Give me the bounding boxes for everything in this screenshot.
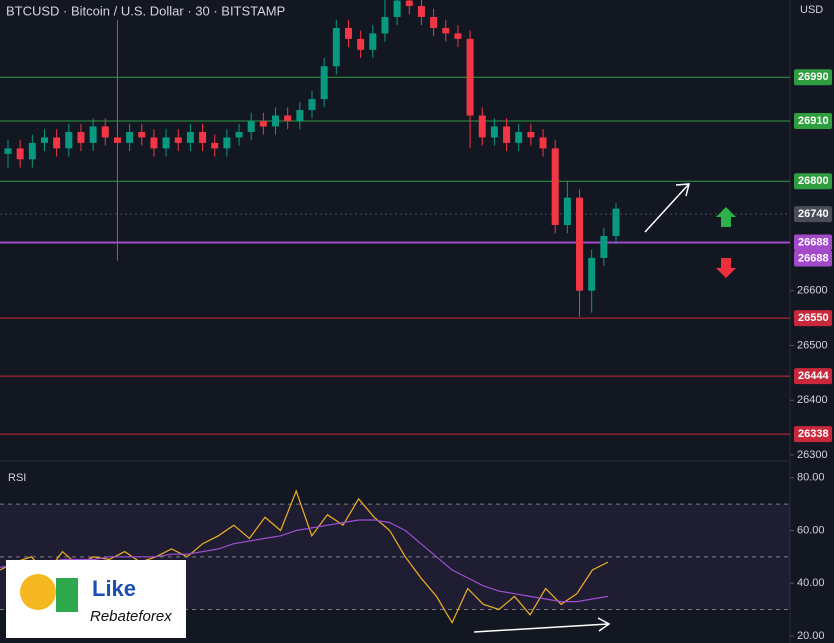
candle-body (344, 27, 352, 39)
rsi-tick-label: 60.00 (797, 524, 825, 536)
candle-body (211, 142, 219, 149)
candle-body (490, 126, 498, 138)
candle-body (600, 235, 608, 258)
price-label-box (794, 250, 832, 267)
y-tick-label: 26500 (797, 339, 828, 351)
divergence-arrow-head (597, 617, 611, 632)
price-label-box (794, 310, 832, 327)
price-label-box (794, 206, 832, 223)
price-label-box (794, 173, 832, 190)
price-label: 26688 (798, 252, 829, 264)
candle-body (65, 131, 73, 149)
candle-body (478, 115, 486, 138)
candle-body (53, 137, 61, 149)
candle-body (442, 27, 450, 34)
candle-body (612, 208, 620, 236)
candle-body (430, 16, 438, 28)
price-label: 26990 (798, 71, 829, 83)
candle-body (138, 131, 146, 138)
candle-body (393, 0, 401, 17)
candle-body (235, 131, 243, 138)
candle-body (381, 16, 389, 34)
y-tick-label: 26400 (797, 394, 828, 406)
candle-body (247, 120, 255, 132)
arrow (644, 184, 689, 233)
candle-body (186, 131, 194, 143)
candle-body (77, 131, 85, 143)
candle-body (89, 126, 97, 143)
candle-body (503, 126, 511, 143)
candle-body (40, 137, 48, 143)
candle-body (272, 115, 280, 127)
price-label-box (794, 234, 832, 251)
candle-body (320, 66, 328, 100)
candle-body (199, 131, 207, 143)
candle-body (563, 197, 571, 226)
candle-body (259, 120, 267, 127)
price-label: 26910 (798, 115, 829, 127)
price-label: 26550 (798, 312, 829, 324)
up-arrow (716, 207, 736, 227)
candle-body (332, 27, 340, 67)
candle-body (405, 0, 413, 7)
candle-body (101, 126, 109, 138)
y-tick-label: 26300 (797, 449, 828, 461)
candle-body (369, 33, 377, 50)
candle-body (223, 137, 231, 149)
candle-body (357, 38, 365, 50)
candle-body (113, 137, 121, 143)
candle-body (174, 137, 182, 143)
candle-body (588, 257, 596, 291)
price-label: 26800 (798, 175, 829, 187)
currency[interactable]: USD (800, 4, 823, 16)
candle-body (150, 137, 158, 149)
price-label: 26444 (798, 370, 829, 382)
y-tick-label: 26600 (797, 285, 828, 297)
rsi-title: RSI (8, 472, 26, 484)
candle-body (466, 38, 474, 116)
divergence-arrow (473, 623, 609, 633)
price-label: 26740 (798, 208, 829, 220)
rsi-tick-label: 80.00 (797, 472, 825, 484)
candle-body (576, 197, 584, 291)
price-label-box (794, 426, 832, 443)
chart-title: BTCUSD · Bitcoin / U.S. Dollar · 30 · BI… (6, 3, 285, 18)
candle-body (527, 131, 535, 138)
price-label: 26688 (798, 236, 829, 248)
candle-body (515, 131, 523, 143)
candle-body (16, 148, 24, 160)
candle-body (296, 110, 304, 121)
logo: Like Rebateforex (6, 560, 186, 638)
logo-text: Like (92, 576, 136, 601)
candle-body (539, 137, 547, 149)
rsi-line (0, 519, 609, 603)
candle-body (308, 99, 316, 111)
rsi-tick-label: 40.00 (797, 577, 825, 589)
price-label: 26338 (798, 428, 829, 440)
candle-body (4, 148, 12, 154)
price-label-box (794, 112, 832, 129)
down-arrow (716, 258, 736, 278)
candle-body (454, 33, 462, 39)
candle-body (284, 115, 292, 121)
candle-body (28, 142, 36, 160)
logo-face (20, 574, 56, 610)
logo-money (56, 578, 78, 612)
candle-body (551, 148, 559, 226)
candle-body (417, 6, 425, 17)
candle-body (162, 137, 170, 149)
price-label-box (794, 69, 832, 86)
price-label-box (794, 368, 832, 385)
logo-text: Rebateforex (90, 608, 172, 625)
candle-body (126, 131, 134, 143)
rsi-tick-label: 20.00 (797, 630, 825, 642)
arrow-head (675, 183, 690, 197)
